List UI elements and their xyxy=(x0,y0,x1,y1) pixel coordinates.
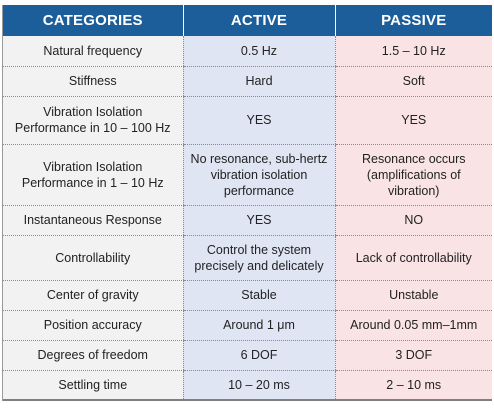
category-cell: Stiffness xyxy=(3,66,183,97)
active-cell: 10 – 20 ms xyxy=(182,370,335,401)
header-passive: PASSIVE xyxy=(334,5,492,36)
table-frame: CATEGORIES ACTIVE PASSIVE Natural freque… xyxy=(2,5,492,401)
active-cell: Stable xyxy=(182,280,335,311)
active-cell: 0.5 Hz xyxy=(182,36,335,67)
category-cell: Natural frequency xyxy=(3,36,183,67)
active-cell: 6 DOF xyxy=(182,340,335,371)
passive-cell: 2 – 10 ms xyxy=(334,370,492,401)
category-cell: Center of gravity xyxy=(3,280,183,311)
table-row: Instantaneous Response YES NO xyxy=(3,205,492,236)
passive-cell: Lack of controllability xyxy=(334,235,492,281)
category-cell: Vibration Isolation Performance in 1 – 1… xyxy=(3,144,183,206)
passive-cell: Around 0.05 mm–1mm xyxy=(334,310,492,341)
active-cell: Hard xyxy=(182,66,335,97)
passive-cell: 1.5 – 10 Hz xyxy=(334,36,492,67)
comparison-table-container: CATEGORIES ACTIVE PASSIVE Natural freque… xyxy=(2,5,492,401)
comparison-table: CATEGORIES ACTIVE PASSIVE Natural freque… xyxy=(3,5,492,401)
header-active: ACTIVE xyxy=(182,5,335,36)
passive-cell: NO xyxy=(334,205,492,236)
category-cell: Vibration Isolation Performance in 10 – … xyxy=(3,96,183,145)
active-cell: YES xyxy=(182,205,335,236)
table-row: Vibration Isolation Performance in 10 – … xyxy=(3,96,492,145)
table-row: Position accuracy Around 1 μm Around 0.0… xyxy=(3,310,492,341)
passive-cell: Resonance occurs (amplifications of vibr… xyxy=(334,144,492,206)
header-categories: CATEGORIES xyxy=(3,5,183,36)
active-cell: Control the system precisely and delicat… xyxy=(182,235,335,281)
category-cell: Position accuracy xyxy=(3,310,183,341)
table-row: Vibration Isolation Performance in 1 – 1… xyxy=(3,144,492,206)
table-row: Controllability Control the system preci… xyxy=(3,235,492,281)
table-row: Natural frequency 0.5 Hz 1.5 – 10 Hz xyxy=(3,36,492,67)
table-row: Settling time 10 – 20 ms 2 – 10 ms xyxy=(3,370,492,401)
table-row: Stiffness Hard Soft xyxy=(3,66,492,97)
table-row: Center of gravity Stable Unstable xyxy=(3,280,492,311)
table-row: Degrees of freedom 6 DOF 3 DOF xyxy=(3,340,492,371)
active-cell: No resonance, sub-hertz vibration isolat… xyxy=(182,144,335,206)
category-cell: Degrees of freedom xyxy=(3,340,183,371)
passive-cell: 3 DOF xyxy=(334,340,492,371)
header-row: CATEGORIES ACTIVE PASSIVE xyxy=(3,5,492,36)
category-cell: Settling time xyxy=(3,370,183,401)
category-cell: Instantaneous Response xyxy=(3,205,183,236)
passive-cell: Soft xyxy=(334,66,492,97)
category-cell: Controllability xyxy=(3,235,183,281)
active-cell: YES xyxy=(182,96,335,145)
active-cell: Around 1 μm xyxy=(182,310,335,341)
passive-cell: YES xyxy=(334,96,492,145)
passive-cell: Unstable xyxy=(334,280,492,311)
